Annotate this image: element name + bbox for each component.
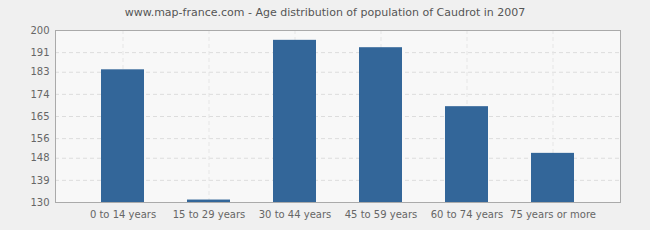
svg-text:200: 200 (30, 25, 49, 36)
svg-text:191: 191 (30, 47, 49, 58)
svg-text:165: 165 (30, 111, 49, 122)
svg-text:15 to 29 years: 15 to 29 years (173, 209, 246, 220)
svg-text:148: 148 (30, 152, 49, 163)
svg-text:156: 156 (30, 133, 49, 144)
svg-text:174: 174 (30, 89, 49, 100)
svg-text:30 to 44 years: 30 to 44 years (259, 209, 332, 220)
svg-text:45 to 59 years: 45 to 59 years (345, 209, 418, 220)
html-text:www.map-france.com - Age distr: www.map-france.com - Age distribution of… (124, 6, 526, 19)
svg-text:0 to 14 years: 0 to 14 years (90, 209, 156, 220)
svg-text:183: 183 (30, 66, 49, 77)
svg-text:130: 130 (30, 197, 49, 208)
svg-text:139: 139 (30, 175, 49, 186)
svg-text:75 years or more: 75 years or more (510, 209, 596, 220)
svg-text:60 to 74 years: 60 to 74 years (431, 209, 504, 220)
